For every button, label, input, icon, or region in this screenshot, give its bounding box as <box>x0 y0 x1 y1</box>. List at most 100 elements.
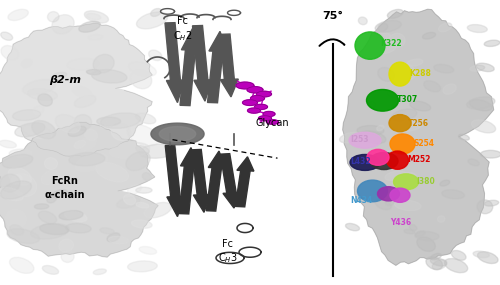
Ellipse shape <box>10 257 34 273</box>
Polygon shape <box>208 151 226 168</box>
Polygon shape <box>206 168 222 211</box>
Ellipse shape <box>442 190 464 199</box>
Text: I380: I380 <box>416 177 435 186</box>
Ellipse shape <box>386 151 408 169</box>
Text: N434: N434 <box>350 196 372 205</box>
Ellipse shape <box>367 149 389 165</box>
Ellipse shape <box>100 228 114 234</box>
Ellipse shape <box>443 84 456 94</box>
Ellipse shape <box>0 174 20 192</box>
Ellipse shape <box>30 223 69 239</box>
Ellipse shape <box>59 239 74 252</box>
Ellipse shape <box>136 113 156 124</box>
Ellipse shape <box>378 68 394 81</box>
Ellipse shape <box>0 181 32 199</box>
Polygon shape <box>258 116 272 121</box>
Ellipse shape <box>426 257 442 270</box>
Ellipse shape <box>61 251 74 262</box>
Polygon shape <box>343 9 494 265</box>
Ellipse shape <box>444 258 468 273</box>
Ellipse shape <box>415 231 425 237</box>
Ellipse shape <box>15 123 45 137</box>
Ellipse shape <box>12 110 40 121</box>
Polygon shape <box>236 170 250 207</box>
Ellipse shape <box>136 146 149 154</box>
Ellipse shape <box>74 115 92 130</box>
Text: K288: K288 <box>409 69 431 78</box>
Ellipse shape <box>100 113 140 128</box>
Ellipse shape <box>388 9 403 18</box>
Ellipse shape <box>370 152 398 170</box>
Ellipse shape <box>358 17 367 25</box>
Ellipse shape <box>366 89 398 111</box>
Ellipse shape <box>47 195 56 203</box>
Ellipse shape <box>150 9 162 17</box>
Ellipse shape <box>357 125 384 135</box>
Ellipse shape <box>422 32 436 39</box>
Ellipse shape <box>386 198 394 206</box>
Ellipse shape <box>84 129 98 141</box>
Ellipse shape <box>1 46 18 60</box>
Ellipse shape <box>86 13 101 20</box>
Ellipse shape <box>9 149 32 157</box>
Ellipse shape <box>54 72 67 78</box>
Polygon shape <box>237 157 254 171</box>
Ellipse shape <box>484 40 500 46</box>
Ellipse shape <box>116 197 140 208</box>
Polygon shape <box>220 154 236 193</box>
Ellipse shape <box>93 54 114 73</box>
Ellipse shape <box>38 211 56 223</box>
Polygon shape <box>182 28 200 50</box>
Ellipse shape <box>92 70 127 83</box>
Ellipse shape <box>75 153 108 172</box>
Ellipse shape <box>358 180 388 202</box>
Ellipse shape <box>10 174 36 196</box>
Polygon shape <box>254 104 268 109</box>
Ellipse shape <box>7 229 40 243</box>
Text: Fc: Fc <box>177 16 188 27</box>
Polygon shape <box>250 95 264 101</box>
Ellipse shape <box>473 251 490 258</box>
Ellipse shape <box>22 59 32 68</box>
Ellipse shape <box>136 187 152 193</box>
Ellipse shape <box>86 70 101 75</box>
Ellipse shape <box>10 225 24 235</box>
Ellipse shape <box>127 125 160 146</box>
Ellipse shape <box>32 121 56 139</box>
Ellipse shape <box>139 247 156 254</box>
Ellipse shape <box>378 187 400 201</box>
Ellipse shape <box>480 150 500 158</box>
Ellipse shape <box>0 32 12 40</box>
Ellipse shape <box>374 44 396 54</box>
Ellipse shape <box>0 188 24 201</box>
Ellipse shape <box>130 70 152 89</box>
Text: C$_{H}$3: C$_{H}$3 <box>218 251 238 265</box>
Ellipse shape <box>38 94 52 106</box>
Polygon shape <box>242 100 258 105</box>
Ellipse shape <box>132 220 152 228</box>
Ellipse shape <box>28 89 58 100</box>
Ellipse shape <box>378 23 388 31</box>
Ellipse shape <box>432 260 447 270</box>
Ellipse shape <box>88 34 102 40</box>
Ellipse shape <box>407 59 423 66</box>
Text: α-chain: α-chain <box>45 190 85 200</box>
Ellipse shape <box>350 154 380 170</box>
Ellipse shape <box>430 253 442 260</box>
Ellipse shape <box>2 154 33 168</box>
Ellipse shape <box>438 216 445 222</box>
FancyArrowPatch shape <box>320 39 344 46</box>
Ellipse shape <box>107 233 120 242</box>
Ellipse shape <box>68 126 86 137</box>
Ellipse shape <box>124 195 136 205</box>
Polygon shape <box>0 122 158 257</box>
Ellipse shape <box>136 12 168 29</box>
Ellipse shape <box>472 120 496 133</box>
Ellipse shape <box>398 119 423 131</box>
Ellipse shape <box>470 100 492 111</box>
Ellipse shape <box>59 211 83 220</box>
Text: T256: T256 <box>408 119 429 128</box>
Ellipse shape <box>44 158 58 169</box>
Text: β2-m: β2-m <box>49 75 81 85</box>
Polygon shape <box>180 50 196 106</box>
